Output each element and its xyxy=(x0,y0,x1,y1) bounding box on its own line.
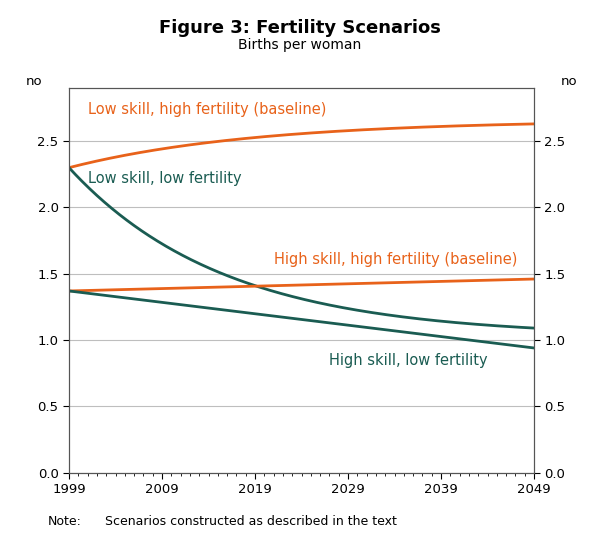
Text: Scenarios constructed as described in the text: Scenarios constructed as described in th… xyxy=(105,515,397,528)
Text: no: no xyxy=(26,75,43,88)
Text: Low skill, low fertility: Low skill, low fertility xyxy=(88,171,241,186)
Text: Low skill, high fertility (baseline): Low skill, high fertility (baseline) xyxy=(88,103,326,117)
Text: Births per woman: Births per woman xyxy=(238,38,362,52)
Text: Figure 3: Fertility Scenarios: Figure 3: Fertility Scenarios xyxy=(159,19,441,37)
Text: Note:: Note: xyxy=(48,515,82,528)
Text: no: no xyxy=(560,75,577,88)
Text: High skill, high fertility (baseline): High skill, high fertility (baseline) xyxy=(274,252,517,267)
Text: High skill, low fertility: High skill, low fertility xyxy=(329,353,488,368)
